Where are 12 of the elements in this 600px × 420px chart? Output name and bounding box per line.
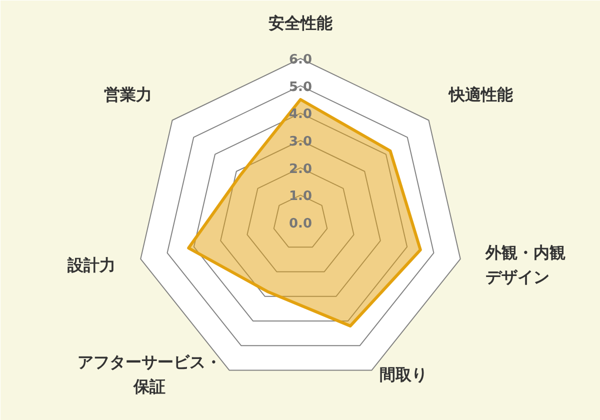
spoke-label: 営業力 [104, 85, 152, 104]
spoke-label: 間取り [380, 364, 428, 384]
spoke-label: 快適性能 [448, 85, 514, 104]
spoke-label: アフターサービス・保証 [77, 352, 222, 396]
y-tick-label: 0.0 [288, 216, 312, 232]
spoke-label: 安全性能 [268, 14, 332, 32]
y-tick-label: 1.0 [288, 189, 312, 204]
y-tick-label: 3.0 [288, 134, 312, 150]
spoke-label: 外観・内観デザイン [484, 242, 566, 287]
y-tick-label: 2.0 [288, 162, 312, 177]
y-tick-label: 4.0 [288, 107, 312, 122]
spoke-label: 設計力 [66, 255, 116, 274]
